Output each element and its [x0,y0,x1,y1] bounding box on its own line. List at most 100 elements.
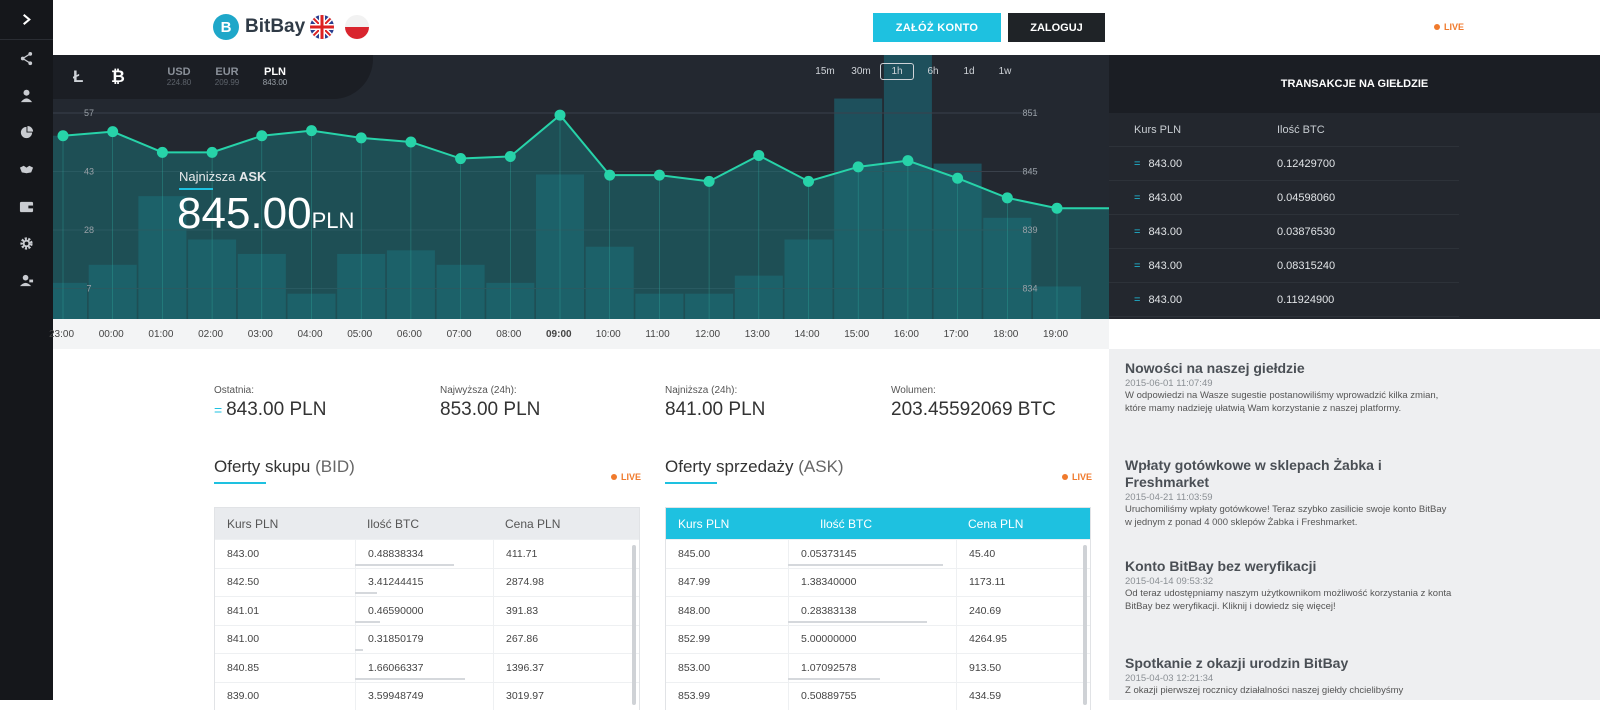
support-icon[interactable] [0,262,53,299]
price-point [505,151,516,162]
stat-low-label: Najniższa (24h): [665,385,765,396]
timeframe-1w[interactable]: 1w [988,63,1022,80]
handshake-icon[interactable] [0,151,53,188]
news-title[interactable]: Nowości na naszej giełdzie [1125,360,1455,377]
depth-bar [355,678,465,680]
news-title[interactable]: Spotkanie z okazji urodzin BitBay [1125,655,1455,672]
news-item[interactable]: Spotkanie z okazji urodzin BitBay 2015-0… [1125,655,1455,698]
chevron-right-icon[interactable] [0,0,53,40]
order-rate: 853.00 [666,654,788,682]
news-date: 2015-04-14 09:53:32 [1125,576,1455,587]
order-rate: 848.00 [666,597,788,625]
order-price: 267.86 [493,626,639,654]
live-dot-icon [1434,24,1440,30]
timeframe-15m[interactable]: 15m [808,63,842,80]
news-text: Od teraz udostępniamy naszym użytkowniko… [1125,588,1455,613]
currency-name: PLN [255,66,295,78]
equal-icon: = [1134,158,1140,170]
ask-scrollbar[interactable] [1083,545,1087,705]
stat-high: Najwyższa (24h): 853.00 PLN [440,385,540,421]
news-title[interactable]: Wpłaty gotówkowe w sklepach Żabka i Fres… [1125,457,1455,491]
equal-icon: = [1134,260,1140,272]
bid-title-main: Oferty skupu [214,457,310,476]
transaction-row: =843.00 0.12429700 [1109,147,1459,181]
pie-chart-icon[interactable] [0,114,53,151]
timeframe-6h[interactable]: 6h [916,63,950,80]
ask-title: Oferty sprzedaży (ASK) [665,457,844,477]
x-tick-label: 19:00 [1043,329,1068,340]
transactions-title: TRANSAKCJE NA GIEŁDZIE [1109,55,1600,113]
timeframe-1h[interactable]: 1h [880,63,914,80]
timeframe-1d[interactable]: 1d [952,63,986,80]
x-tick-label: 11:00 [645,329,669,340]
user-icon[interactable] [0,77,53,114]
pl-flag-icon[interactable] [345,15,369,39]
news-item[interactable]: Wpłaty gotówkowe w sklepach Żabka i Fres… [1125,457,1455,529]
transaction-amount: 0.03876530 [1269,226,1459,238]
timeframe-30m[interactable]: 30m [844,63,878,80]
price-point [952,173,963,184]
depth-bar [788,621,927,623]
transaction-rate: 843.00 [1148,192,1182,204]
currency-tab-usd[interactable]: USD 224.80 [159,66,199,87]
currency-value: 209.99 [207,78,247,87]
order-price: 434.59 [956,683,1090,710]
uk-flag-icon[interactable] [310,15,334,39]
transactions-header: Kurs PLN Ilość BTC [1109,113,1459,147]
share-icon[interactable] [0,40,53,77]
order-rate: 853.99 [666,683,788,710]
x-tick-label: 10:00 [596,329,621,340]
y-tick-label-left: 43 [84,167,94,177]
ask-table-header: Kurs PLN Ilość BTC Cena PLN [666,508,1090,539]
news-title[interactable]: Konto BitBay bez weryfikacji [1125,558,1455,575]
currency-tab-eur[interactable]: EUR 209.99 [207,66,247,87]
bid-scrollbar[interactable] [632,545,636,705]
login-button[interactable]: ZALOGUJ [1008,13,1105,42]
live-label: LIVE [1444,22,1464,32]
litecoin-icon[interactable]: Ł [73,67,83,87]
currency-tab-pln[interactable]: PLN 843.00 [255,66,295,87]
equal-icon: = [1134,226,1140,238]
gear-icon[interactable] [0,225,53,262]
ask-value-unit: PLN [312,208,355,233]
bid-table-header: Kurs PLN Ilość BTC Cena PLN [215,508,639,539]
order-price: 1173.11 [956,569,1090,597]
y-tick-label-left: 57 [84,108,94,118]
equal-icon: = [1134,192,1140,204]
bitbay-logo[interactable]: B BitBay [213,14,305,40]
stat-volume: Wolumen: 203.45592069 BTC [891,385,1056,421]
bitcoin-icon[interactable]: ₿ [111,67,125,87]
price-point [704,176,715,187]
news-text: W odpowiedzi na Wasze sugestie postanowi… [1125,390,1455,415]
x-tick-label: 09:00 [546,329,572,340]
stat-last: Ostatnia: = 843.00 PLN [214,385,326,421]
x-tick-label: 16:00 [894,329,919,340]
order-price: 391.83 [493,597,639,625]
order-rate: 842.50 [215,569,355,597]
news-item[interactable]: Konto BitBay bez weryfikacji 2015-04-14 … [1125,558,1455,613]
order-price: 2874.98 [493,569,639,597]
price-point [107,126,118,137]
register-button[interactable]: ZAŁÓŻ KONTO [873,13,1001,42]
news-item[interactable]: Nowości na naszej giełdzie 2015-06-01 11… [1125,360,1455,415]
order-price: 240.69 [956,597,1090,625]
y-tick-label-left: 7 [86,284,91,294]
wallet-icon[interactable] [0,188,53,225]
news-date: 2015-06-01 11:07:49 [1125,378,1455,389]
price-point [654,170,665,181]
